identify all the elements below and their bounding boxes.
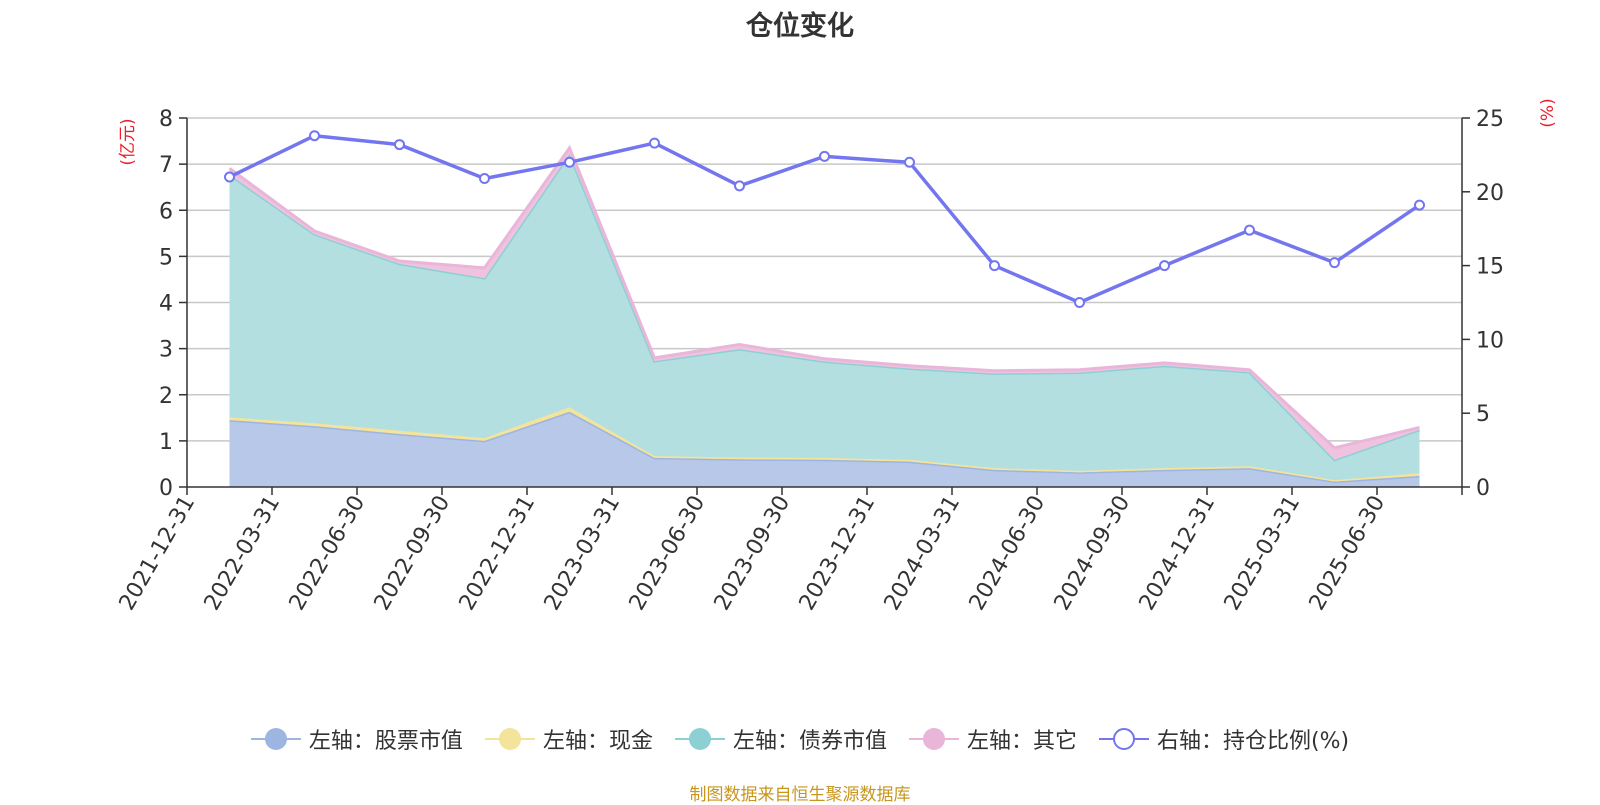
x-axis-tick-label: 2025-06-30: [1305, 492, 1391, 615]
legend-circle-icon: [250, 726, 301, 752]
x-axis-tick-label: 2024-06-30: [965, 492, 1051, 615]
line-point: [1159, 260, 1170, 272]
left-axis-tick-label: 8: [159, 107, 173, 132]
legend-label: 右轴：持仓比例(%): [1156, 729, 1350, 754]
line-point: [394, 139, 405, 151]
x-axis-tick-label: 2024-03-31: [880, 492, 966, 615]
line-point: [734, 180, 745, 192]
right-axis-tick-label: 25: [1476, 107, 1504, 132]
legend-item-4[interactable]: 左轴：其它: [908, 723, 1077, 755]
line-point: [1329, 257, 1340, 269]
left-axis-tick-label: 0: [159, 476, 173, 501]
legend-hollow-circle-icon: [1098, 726, 1149, 752]
left-axis-tick-label: 4: [159, 292, 173, 317]
legend-item-2[interactable]: 左轴：现金: [484, 723, 653, 755]
x-axis-tick-label: 2021-12-31: [115, 492, 201, 615]
right-axis-tick-label: 0: [1476, 476, 1490, 501]
area-series-3: [229, 154, 1420, 481]
line-point: [989, 260, 1000, 272]
line-point: [1074, 297, 1085, 308]
line-point: [309, 130, 320, 142]
legend-item-3[interactable]: 左轴：债券市值: [674, 723, 887, 755]
x-axis-tick-label: 2024-12-31: [1135, 492, 1221, 615]
legend-circle-icon: [674, 726, 725, 752]
area-series-2: [229, 407, 1420, 482]
x-axis-tick-label: 2022-09-30: [370, 492, 456, 615]
left-axis-unit-label: (亿元): [118, 118, 138, 165]
x-axis-tick-label: 2023-09-30: [710, 492, 796, 615]
line-point: [819, 150, 830, 162]
right-axis-unit-label: (%): [1538, 98, 1558, 127]
line-point: [564, 156, 575, 168]
line-point: [649, 137, 660, 149]
line-point: [224, 171, 235, 183]
x-axis-tick-label: 2025-03-31: [1220, 492, 1306, 615]
x-axis-tick-label: 2022-03-31: [200, 492, 286, 615]
left-axis-tick-label: 3: [159, 338, 173, 363]
legend-label: 左轴：现金: [542, 729, 653, 754]
legend-circle-icon: [484, 726, 535, 752]
right-axis-tick-label: 15: [1476, 255, 1504, 280]
legend-label: 左轴：其它: [966, 729, 1077, 754]
legend-circle-icon: [908, 726, 959, 752]
x-axis-tick-label: 2023-12-31: [795, 492, 881, 615]
line-point: [1414, 199, 1425, 211]
x-axis-tick-label: 2023-06-30: [625, 492, 711, 615]
left-axis-tick-label: 7: [159, 153, 173, 178]
area-series-1: [229, 411, 1420, 487]
x-axis-tick-label: 2024-09-30: [1050, 492, 1136, 615]
right-axis-tick-label: 5: [1476, 402, 1490, 427]
line-point: [904, 156, 915, 168]
line-point: [479, 173, 490, 185]
x-axis-tick-label: 2022-12-31: [455, 492, 541, 615]
left-axis-tick-label: 5: [159, 245, 173, 270]
area-edge-series-4: [228, 144, 1420, 450]
left-axis-tick-label: 1: [159, 430, 173, 455]
left-axis-tick-label: 2: [159, 384, 173, 409]
legend-label: 左轴：债券市值: [732, 729, 887, 754]
line-layer: [224, 130, 1425, 308]
legend-item-1[interactable]: 左轴：股票市值: [250, 723, 463, 755]
area-layer: [228, 144, 1420, 487]
chart-title: 仓位变化: [746, 11, 854, 42]
data-source-note: 制图数据来自恒生聚源数据库: [689, 785, 911, 805]
legend: 左轴：股票市值 左轴：现金 左轴：债券市值 左轴：其它 右轴：持仓比例(%): [0, 722, 1600, 756]
right-axis-tick-label: 10: [1476, 328, 1504, 353]
legend-item-5[interactable]: 右轴：持仓比例(%): [1098, 723, 1350, 755]
legend-label: 左轴：股票市值: [308, 729, 463, 754]
line-point: [1244, 224, 1255, 236]
x-axis-tick-label: 2022-06-30: [285, 492, 371, 615]
left-axis-tick-label: 6: [159, 199, 173, 224]
right-axis-tick-label: 20: [1476, 181, 1504, 206]
x-axis-tick-label: 2023-03-31: [540, 492, 626, 615]
